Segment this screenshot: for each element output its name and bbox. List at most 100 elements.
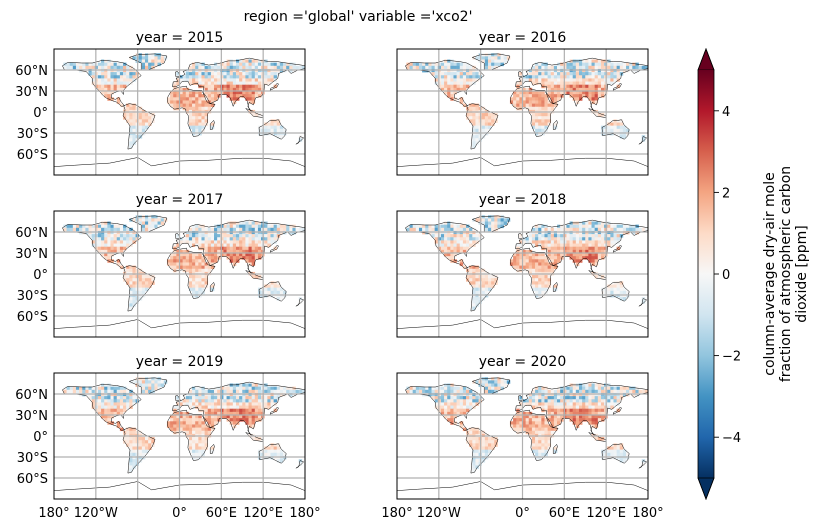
heatmap-cell: [528, 402, 533, 406]
heatmap-cell: [531, 449, 536, 454]
heatmap-cell: [276, 68, 281, 73]
heatmap-cell: [572, 386, 577, 391]
heatmap-cell: [619, 455, 624, 460]
heatmap-cell: [198, 440, 202, 444]
heatmap-cell: [276, 281, 281, 285]
heatmap-cell: [245, 224, 249, 229]
heatmap-cell: [104, 87, 108, 92]
heatmap-cell: [600, 75, 605, 79]
heatmap-cell: [254, 275, 259, 279]
heatmap-cell: [578, 234, 583, 238]
heatmap-cell: [472, 103, 476, 108]
heatmap-cell: [204, 75, 209, 79]
heatmap-cell: [472, 135, 476, 139]
heatmap-cell: [616, 75, 621, 79]
heatmap-cell: [104, 68, 108, 73]
heatmap-cell: [91, 405, 96, 409]
heatmap-cell: [600, 234, 605, 238]
heatmap-cell: [163, 218, 168, 222]
heatmap-cell: [245, 256, 249, 260]
heatmap-cell: [525, 87, 530, 92]
heatmap-cell: [585, 415, 589, 419]
heatmap-cell: [97, 65, 102, 70]
heatmap-cell: [217, 389, 221, 394]
heatmap-cell: [531, 396, 536, 400]
heatmap-cell: [626, 386, 630, 391]
heatmap-cell: [563, 72, 567, 76]
heatmap-cell: [239, 240, 243, 244]
heatmap-cell: [613, 75, 617, 79]
heatmap-cell: [298, 389, 303, 394]
heatmap-cell: [459, 246, 464, 251]
heatmap-cell: [217, 408, 221, 413]
heatmap-cell: [472, 227, 476, 232]
heatmap-cell: [481, 380, 486, 384]
heatmap-cell: [616, 119, 621, 123]
heatmap-cell: [179, 415, 183, 419]
heatmap-cell: [594, 415, 599, 419]
heatmap-cell: [132, 275, 136, 279]
heatmap-cell: [481, 53, 486, 57]
heatmap-cell: [223, 234, 227, 238]
heatmap-cell: [188, 119, 193, 123]
heatmap-cell: [610, 65, 614, 70]
heatmap-cell: [563, 75, 567, 79]
heatmap-cell: [535, 399, 539, 403]
heatmap-cell: [528, 259, 533, 263]
heatmap-cell: [538, 91, 542, 95]
heatmap-cell: [110, 259, 114, 263]
heatmap-cell: [245, 246, 249, 251]
heatmap-cell: [626, 128, 630, 133]
heatmap-cell: [251, 59, 256, 63]
heatmap-cell: [528, 68, 533, 73]
heatmap-cell: [116, 408, 121, 413]
heatmap-cell: [557, 234, 561, 238]
heatmap-cell: [544, 72, 548, 76]
heatmap-cell: [176, 259, 180, 263]
heatmap-cell: [557, 415, 561, 419]
heatmap-cell: [560, 237, 564, 241]
heatmap-cell: [220, 246, 224, 251]
heatmap-cell: [254, 84, 259, 89]
heatmap-cell: [248, 59, 252, 63]
heatmap-cell: [444, 411, 448, 416]
colorbar-label: column-average dry-air molefraction of a…: [762, 166, 810, 382]
heatmap-cell: [182, 262, 187, 266]
heatmap-cell: [229, 221, 234, 225]
heatmap-cell: [569, 240, 573, 244]
heatmap-cell: [210, 78, 215, 82]
heatmap-cell: [201, 113, 205, 117]
heatmap-cell: [459, 81, 464, 85]
heatmap-cell: [220, 72, 224, 76]
heatmap-cell: [629, 227, 633, 232]
heatmap-cell: [207, 418, 212, 422]
heatmap-cell: [437, 243, 442, 247]
heatmap-cell: [182, 421, 187, 425]
heatmap-cell: [582, 94, 586, 98]
heatmap-cell: [270, 281, 274, 285]
heatmap-cell: [428, 230, 432, 235]
heatmap-cell: [201, 284, 205, 288]
heatmap-cell: [541, 262, 545, 266]
heatmap-cell: [600, 383, 605, 387]
heatmap-cell: [201, 402, 205, 406]
heatmap-cell: [541, 284, 545, 288]
heatmap-cell: [192, 234, 196, 238]
heatmap-cell: [97, 411, 102, 416]
heatmap-cell: [104, 396, 108, 400]
heatmap-cell: [151, 380, 155, 384]
heatmap-cell: [557, 94, 561, 98]
heatmap-cell: [264, 62, 268, 67]
heatmap-cell: [283, 131, 287, 136]
heatmap-cell: [141, 224, 146, 229]
heatmap-cell: [538, 293, 542, 298]
heatmap-cell: [170, 427, 174, 432]
coastline: [258, 443, 287, 464]
heatmap-cell: [469, 399, 473, 403]
heatmap-cell: [210, 265, 215, 270]
heatmap-cell: [597, 91, 602, 95]
heatmap-cell: [572, 399, 577, 403]
heatmap-cell: [484, 224, 489, 229]
heatmap-cell: [528, 72, 533, 76]
heatmap-cell: [635, 65, 639, 70]
